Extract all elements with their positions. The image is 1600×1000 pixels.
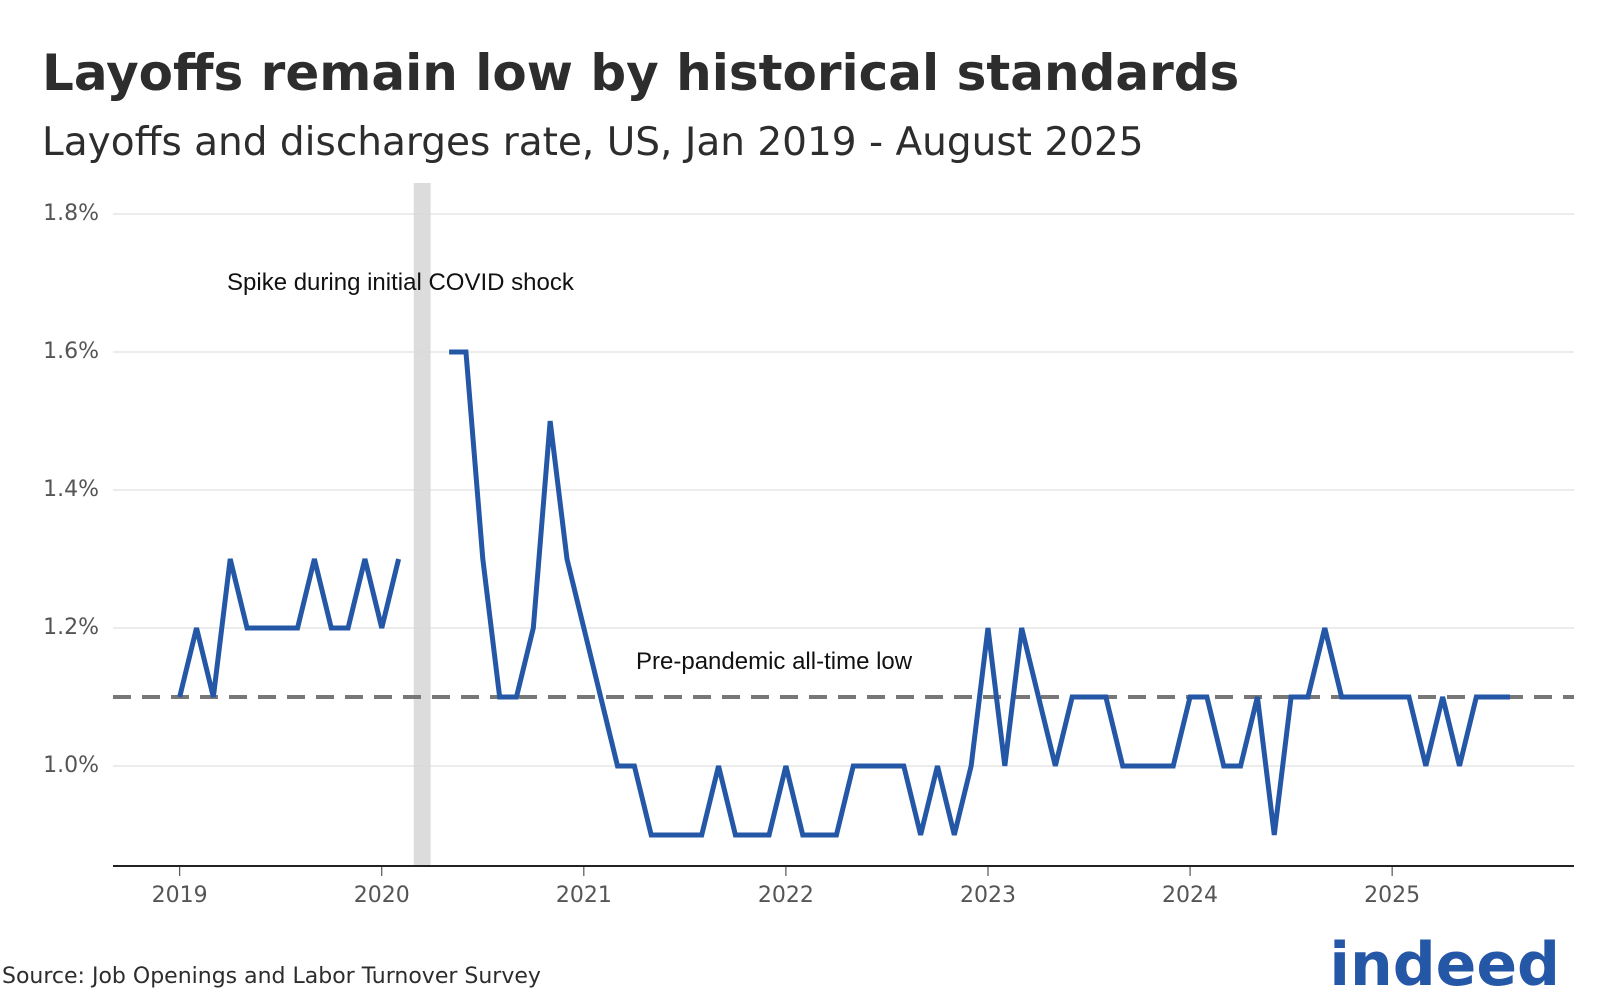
y-tick-label: 1.4% — [43, 477, 99, 502]
x-tick-label: 2025 — [1364, 883, 1420, 908]
y-tick-label: 1.2% — [43, 615, 99, 640]
reference-label: Pre-pandemic all-time low — [636, 648, 913, 675]
y-tick-label: 1.6% — [43, 339, 99, 364]
data-line — [177, 349, 1511, 838]
x-tick-label: 2021 — [556, 883, 612, 908]
x-tick-label: 2020 — [354, 883, 410, 908]
highlight-label: Spike during initial COVID shock — [227, 269, 575, 296]
x-tick-label: 2022 — [758, 883, 814, 908]
x-tick-label: 2019 — [152, 883, 208, 908]
y-tick-label: 1.0% — [43, 753, 99, 778]
x-tick-label: 2024 — [1162, 883, 1218, 908]
y-tick-label: 1.8% — [43, 201, 99, 226]
chart-subtitle: Layoffs and discharges rate, US, Jan 201… — [42, 120, 1144, 165]
chart-title: Layoffs remain low by historical standar… — [42, 44, 1239, 102]
x-tick-label: 2023 — [960, 883, 1016, 908]
logo: indeed — [1329, 930, 1560, 1000]
source: Source: Job Openings and Labor Turnover … — [2, 964, 541, 989]
